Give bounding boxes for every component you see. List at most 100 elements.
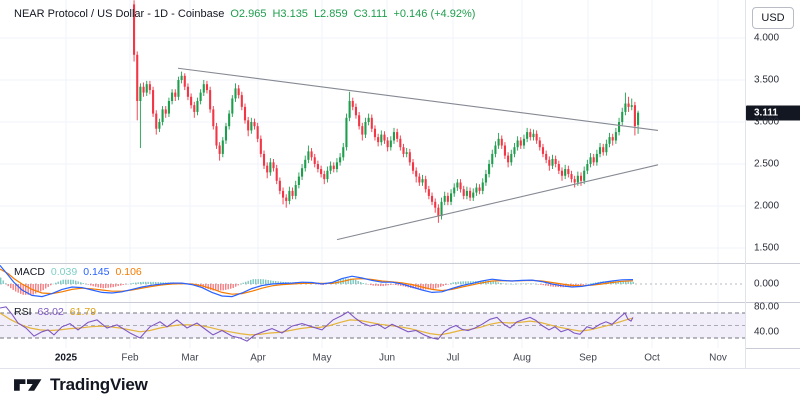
candle-body (243, 106, 247, 121)
candle-body (348, 101, 351, 118)
histogram-bar (352, 278, 354, 284)
candle-body (339, 157, 342, 163)
candle-body (621, 111, 624, 122)
histogram-bar (435, 284, 437, 289)
macd-pane[interactable] (0, 263, 745, 302)
rsi-tick-40.00: 40.00 (754, 326, 780, 338)
histogram-bar (130, 283, 132, 284)
histogram-bar (40, 284, 42, 292)
candle-body (332, 165, 335, 170)
candle-body (602, 147, 605, 153)
candle-body (323, 174, 326, 180)
time-axis[interactable]: 2025 Feb Mar Apr May Jun Jul Aug Sep Oct Nov (0, 348, 745, 368)
main-grid (0, 0, 745, 263)
candle-body (418, 176, 421, 183)
histogram-bar (207, 284, 209, 290)
histogram-bar (452, 282, 454, 284)
candle-body (345, 117, 348, 148)
candle-body (266, 165, 269, 173)
histogram-bar (430, 284, 432, 290)
histogram-bar (617, 281, 619, 284)
candle-body (275, 168, 278, 181)
candle-body (434, 201, 437, 208)
histogram-bar (347, 278, 349, 284)
histogram-bar (522, 283, 524, 284)
histogram-bar (217, 284, 219, 291)
rsi-pane[interactable] (0, 302, 745, 348)
candle-body (494, 145, 497, 154)
histogram-bar (275, 281, 277, 284)
candle-body (161, 109, 164, 122)
candle-body (193, 105, 196, 112)
footer-logo[interactable]: TradingView (13, 370, 148, 400)
histogram-bar (85, 283, 87, 285)
histogram-bar (457, 281, 459, 284)
candle-body (180, 75, 183, 80)
candle-body (627, 103, 630, 107)
histogram-bar (240, 284, 242, 285)
rsi-line (0, 306, 634, 342)
candle-body (297, 176, 300, 185)
histogram-bar (582, 284, 584, 285)
histogram-bar (270, 280, 272, 284)
histogram-bar (45, 284, 47, 289)
candle-body (209, 90, 212, 110)
candle-body (155, 113, 158, 129)
histogram-bar (35, 284, 37, 294)
candle-body (294, 185, 297, 196)
histogram-bar (112, 284, 114, 288)
macd-tick-0: 0.000 (754, 278, 780, 290)
histogram-bar (10, 284, 12, 289)
macd-histogram (0, 277, 634, 295)
candle-body (262, 153, 266, 166)
time-label-Jun: Jun (378, 352, 396, 364)
histogram-bar (437, 284, 439, 288)
histogram-bar (2, 280, 4, 284)
histogram-bar (527, 283, 529, 284)
histogram-bar (62, 279, 64, 284)
separator-main-macd (0, 263, 800, 264)
histogram-bar (545, 284, 547, 286)
candle-body (215, 126, 218, 146)
histogram-bar (372, 284, 374, 286)
histogram-bar (105, 284, 107, 288)
separator-time-bottom (0, 368, 800, 369)
histogram-bar (90, 284, 92, 286)
histogram-bar (502, 283, 504, 284)
candle-body (443, 195, 446, 202)
histogram-bar (157, 282, 159, 284)
histogram-bar (585, 284, 587, 285)
currency-button[interactable]: USD (752, 7, 794, 29)
histogram-bar (380, 284, 382, 287)
candle-body (234, 88, 237, 99)
candle-body (503, 145, 506, 156)
candle-body (608, 137, 611, 144)
candle-body (446, 195, 449, 202)
histogram-bar (37, 284, 39, 293)
histogram-bar (212, 284, 214, 291)
histogram-bar (400, 284, 402, 286)
price-axis[interactable]: USD 3.111 4.000 3.500 3.000 2.500 2.000 1.500… (745, 0, 800, 368)
histogram-bar (30, 284, 32, 295)
candle-body (545, 153, 548, 160)
histogram-bar (67, 279, 69, 284)
histogram-bar (135, 282, 137, 284)
histogram-bar (480, 280, 482, 284)
histogram-bar (427, 284, 429, 290)
candle-body (430, 195, 434, 202)
candle-body (256, 126, 259, 139)
candle-body (240, 95, 243, 107)
histogram-bar (272, 280, 274, 284)
candle-body (538, 140, 541, 148)
candle-body (373, 128, 377, 138)
candle-body (595, 153, 598, 163)
price-tick-3.000: 3.000 (754, 116, 780, 128)
candle-body (415, 170, 418, 177)
histogram-bar (210, 284, 212, 290)
candle-body (484, 174, 487, 183)
price-pane[interactable] (0, 0, 745, 263)
histogram-bar (325, 284, 327, 285)
candle-body (212, 109, 215, 127)
histogram-bar (382, 284, 384, 287)
candle-body (421, 179, 424, 183)
